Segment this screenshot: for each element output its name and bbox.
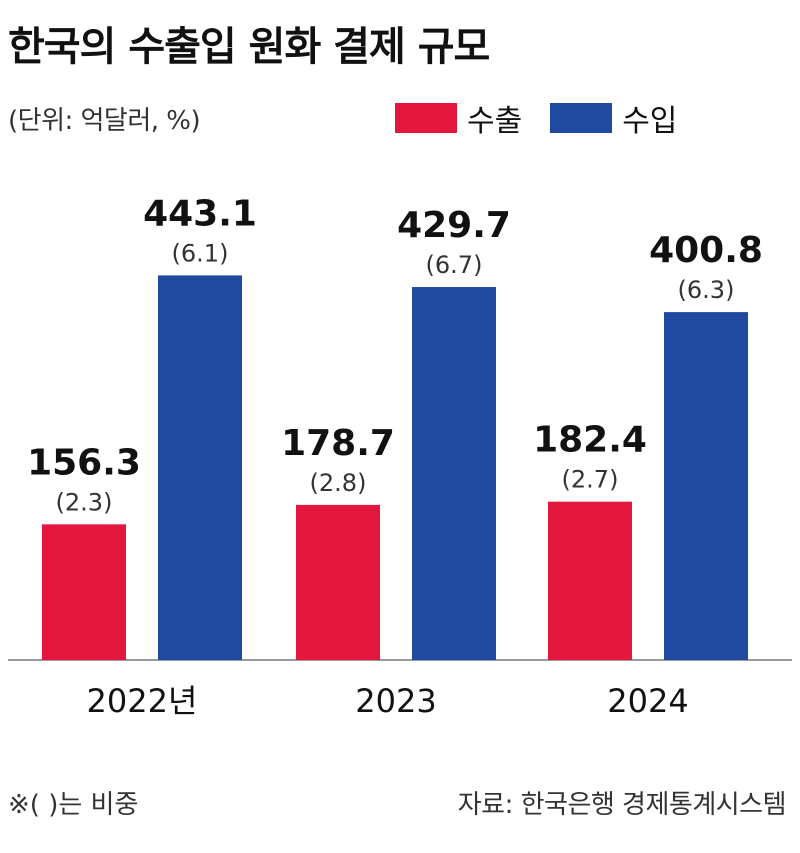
x-tick-label: 2022년 xyxy=(87,682,198,720)
bar-import xyxy=(664,312,748,660)
share-label-import: (6.3) xyxy=(678,276,735,304)
value-label-export: 156.3 xyxy=(27,442,141,483)
legend-label-import: 수입 xyxy=(622,104,678,139)
bar-export xyxy=(296,504,380,660)
chart-title: 한국의 수출입 원화 결제 규모 xyxy=(8,24,490,70)
share-label-import: (6.7) xyxy=(426,251,483,279)
footnote: ※( )는 비중 xyxy=(8,790,139,820)
legend-label-export: 수출 xyxy=(467,104,523,139)
bar-import xyxy=(158,275,242,660)
legend: 수출 수입 xyxy=(395,96,677,140)
value-label-import: 443.1 xyxy=(143,193,257,234)
unit-note: (단위: 억달러, %) xyxy=(8,106,201,136)
legend-swatch-export xyxy=(395,103,457,133)
source-note: 자료: 한국은행 경제통계시스템 xyxy=(457,790,787,820)
value-label-export: 182.4 xyxy=(533,420,647,461)
value-label-import: 429.7 xyxy=(397,205,511,246)
share-label-export: (2.7) xyxy=(562,466,619,494)
share-label-import: (6.1) xyxy=(172,239,229,267)
share-label-export: (2.8) xyxy=(310,469,367,497)
bar-import xyxy=(412,287,496,660)
bar-export xyxy=(42,524,126,660)
share-label-export: (2.3) xyxy=(56,488,113,516)
value-label-import: 400.8 xyxy=(649,230,763,271)
x-tick-label: 2023 xyxy=(355,682,436,720)
x-tick-label: 2024 xyxy=(607,682,688,720)
bar-export xyxy=(548,501,632,660)
value-label-export: 178.7 xyxy=(281,423,395,464)
legend-swatch-import xyxy=(550,103,613,133)
